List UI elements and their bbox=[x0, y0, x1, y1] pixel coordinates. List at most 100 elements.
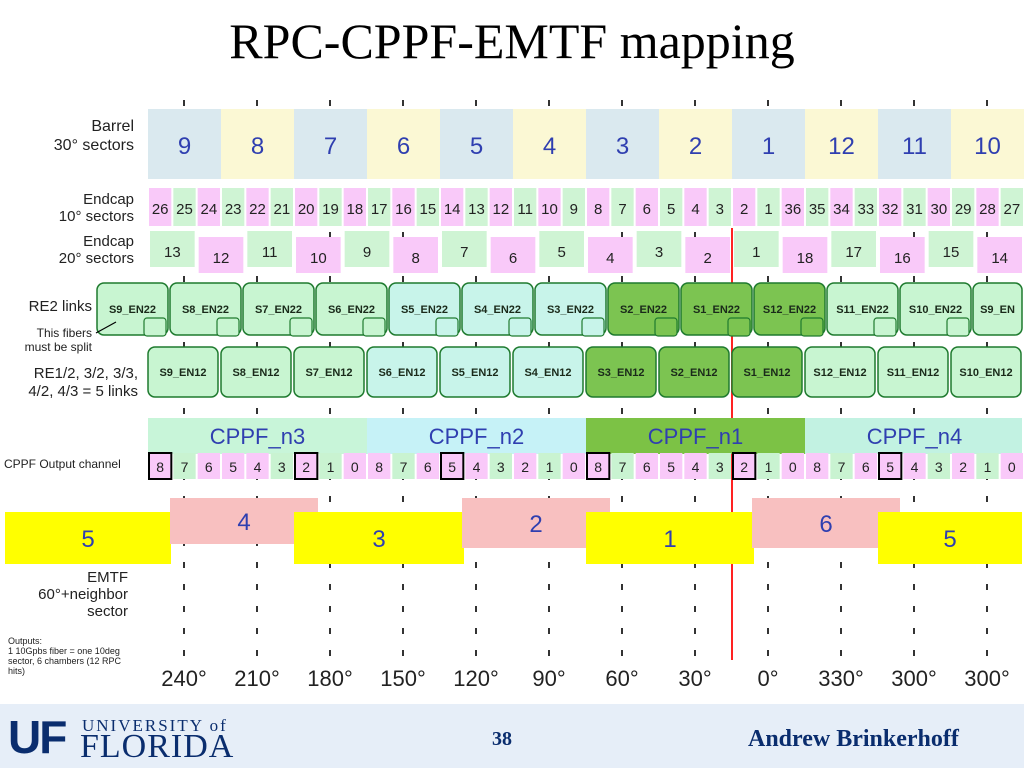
re2-split-fiber-box bbox=[581, 317, 605, 337]
endcap10-sector-cell bbox=[757, 188, 780, 226]
cppf-output-channel-label: 3 bbox=[497, 459, 505, 475]
barrel-sector-cell bbox=[440, 109, 513, 179]
barrel-sector-cell bbox=[659, 109, 732, 179]
re2-link-label: S9_EN bbox=[980, 304, 1015, 316]
endcap10-sector-label: 33 bbox=[857, 201, 874, 218]
endcap20-sector-cell bbox=[393, 237, 438, 273]
endcap20-sector-label: 6 bbox=[509, 250, 517, 267]
cppf-output-cell bbox=[197, 453, 220, 479]
cppf-output-highlight-box bbox=[148, 452, 173, 480]
re1-link-label: S7_EN12 bbox=[305, 367, 352, 379]
cppf-output-cell bbox=[587, 453, 610, 479]
barrel-sector-label: 9 bbox=[178, 133, 191, 160]
re2-link-label: S1_EN22 bbox=[693, 304, 740, 316]
endcap20-sector-label: 8 bbox=[411, 250, 419, 267]
barrel-sector-label: 3 bbox=[616, 133, 629, 160]
endcap10-sector-label: 32 bbox=[882, 201, 899, 218]
endcap20-sector-label: 18 bbox=[797, 250, 814, 267]
endcap10-sector-cell bbox=[854, 188, 877, 226]
phi-angle-label: 210° bbox=[234, 666, 280, 691]
endcap20-sector-label: 10 bbox=[310, 250, 327, 267]
re2-split-fiber-box bbox=[508, 317, 532, 337]
cppf-output-channel-label: 8 bbox=[156, 459, 164, 475]
phi-angle-label: 150° bbox=[380, 666, 426, 691]
cppf-output-channel-label: 0 bbox=[789, 459, 797, 475]
cppf-output-channel-label: 1 bbox=[984, 459, 992, 475]
barrel-sector-cell bbox=[878, 109, 951, 179]
barrel-sector-label: 4 bbox=[543, 133, 556, 160]
endcap10-sector-label: 27 bbox=[1003, 201, 1020, 218]
cppf-board-label: CPPF_n1 bbox=[648, 424, 743, 449]
endcap10-sector-label: 11 bbox=[517, 201, 533, 218]
cppf-output-channel-label: 4 bbox=[911, 459, 919, 475]
endcap20-sector-label: 1 bbox=[752, 244, 760, 261]
barrel-sector-label: 5 bbox=[470, 133, 483, 160]
cppf-output-channel-label: 2 bbox=[740, 459, 748, 475]
footer-bar bbox=[0, 704, 1024, 768]
endcap10-sector-label: 6 bbox=[643, 201, 651, 218]
re1-link-label: S4_EN12 bbox=[524, 367, 571, 379]
endcap10-sector-cell bbox=[903, 188, 926, 226]
phi-angle-label: 30° bbox=[678, 666, 711, 691]
re1-link-box bbox=[658, 346, 730, 398]
endcap10-sector-label: 1 bbox=[764, 201, 772, 218]
phi-angle-label: 300° bbox=[891, 666, 937, 691]
re1-link-box bbox=[147, 346, 219, 398]
re2-link-label: S7_EN22 bbox=[255, 304, 302, 316]
row-label-emtf: EMTF bbox=[87, 569, 128, 586]
endcap10-sector-label: 30 bbox=[930, 201, 947, 218]
endcap10-sector-cell bbox=[489, 188, 512, 226]
endcap10-sector-label: 9 bbox=[570, 201, 578, 218]
endcap10-sector-label: 4 bbox=[691, 201, 699, 218]
cppf-output-cell bbox=[246, 453, 269, 479]
cppf-output-highlight-box bbox=[440, 452, 465, 480]
re1-link-label: S6_EN12 bbox=[378, 367, 425, 379]
barrel-sector-cell bbox=[294, 109, 367, 179]
barrel-sector-label: 11 bbox=[902, 133, 927, 160]
barrel-sector-label: 12 bbox=[828, 133, 855, 160]
row-label-endcap10: 10° sectors bbox=[59, 208, 134, 225]
re1-link-label: S2_EN12 bbox=[670, 367, 717, 379]
cppf-output-highlight-box bbox=[878, 452, 903, 480]
endcap20-sector-label: 17 bbox=[845, 244, 862, 261]
cppf-output-cell bbox=[733, 453, 756, 479]
outputs-note-text: sector, 6 chambers (12 RPC bbox=[8, 656, 122, 666]
re2-split-fiber-box bbox=[216, 317, 240, 337]
endcap10-sector-cell bbox=[222, 188, 245, 226]
endcap10-sector-cell bbox=[149, 188, 172, 226]
cppf-output-channel-label: 0 bbox=[570, 459, 578, 475]
cppf-output-channel-label: 8 bbox=[813, 459, 821, 475]
endcap10-sector-cell bbox=[927, 188, 950, 226]
cppf-output-channel-label: 4 bbox=[254, 459, 262, 475]
cppf-output-cell bbox=[879, 453, 902, 479]
endcap10-sector-cell bbox=[830, 188, 853, 226]
phi-angle-label: 0° bbox=[757, 666, 778, 691]
cppf-output-channel-label: 4 bbox=[692, 459, 700, 475]
re1-link-label: S1_EN12 bbox=[743, 367, 790, 379]
cppf-output-cell bbox=[903, 453, 926, 479]
cppf-output-cell bbox=[319, 453, 342, 479]
cppf-output-cell bbox=[392, 453, 415, 479]
cppf-output-channel-label: 1 bbox=[765, 459, 773, 475]
endcap20-sector-label: 4 bbox=[606, 250, 614, 267]
cppf-board-bar bbox=[148, 418, 367, 454]
endcap10-sector-label: 35 bbox=[809, 201, 826, 218]
row-label-cppf-output: CPPF Output channel bbox=[4, 457, 121, 471]
row-label-re1: RE1/2, 3/2, 3/3, bbox=[34, 365, 138, 382]
endcap10-sector-cell bbox=[660, 188, 683, 226]
barrel-sector-label: 1 bbox=[762, 133, 775, 160]
re1-link-box bbox=[220, 346, 292, 398]
row-label-emtf: sector bbox=[87, 603, 128, 620]
cppf-output-channel-label: 5 bbox=[667, 459, 675, 475]
cppf-output-cell bbox=[222, 453, 245, 479]
endcap20-sector-cell bbox=[782, 237, 828, 273]
emtf-sector-block bbox=[170, 498, 318, 544]
cppf-output-channel-label: 6 bbox=[205, 459, 213, 475]
row-label-endcap20: 20° sectors bbox=[59, 250, 134, 267]
cppf-output-cell bbox=[173, 453, 196, 479]
endcap20-sector-label: 2 bbox=[703, 250, 711, 267]
cppf-board-label: CPPF_n4 bbox=[867, 424, 962, 449]
endcap20-sector-cell bbox=[247, 231, 292, 267]
cppf-output-channel-label: 2 bbox=[302, 459, 310, 475]
